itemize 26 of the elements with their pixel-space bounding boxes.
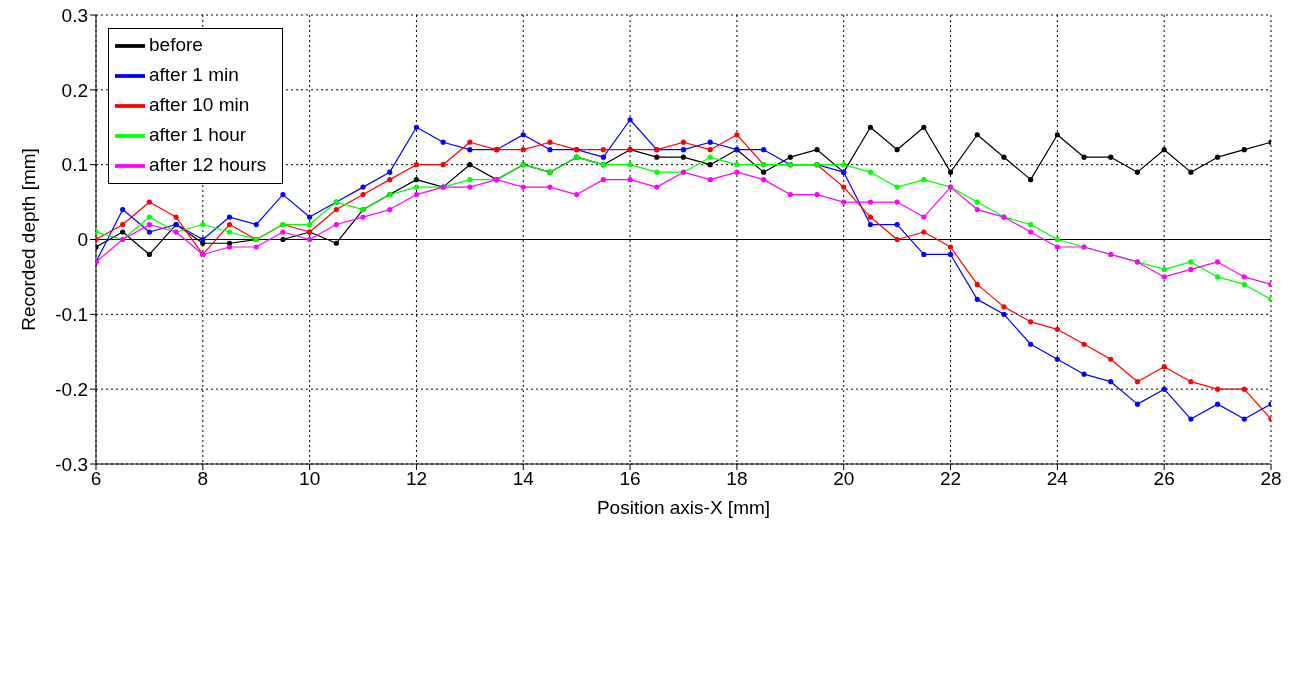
x-tick-label: 22 — [939, 468, 962, 490]
x-tick-label: 18 — [726, 468, 748, 490]
x-tick-label: 8 — [197, 468, 209, 490]
x-axis-title: Position axis-X [mm] — [596, 497, 771, 518]
y-axis-title: Recorded depth [mm] — [17, 148, 39, 331]
y-tick-label: 0.3 — [61, 4, 88, 26]
y-tick-label: 0.2 — [61, 79, 88, 101]
x-tick-label: 14 — [512, 468, 535, 490]
x-tick-label: 16 — [619, 468, 641, 490]
x-tick-label: 12 — [405, 468, 428, 490]
y-tick-label: 0.1 — [61, 154, 88, 176]
legend-label: after 1 hour — [149, 124, 247, 146]
y-tick-label: -0.1 — [55, 304, 88, 326]
x-tick-label: 24 — [1046, 468, 1069, 490]
y-tick-label: -0.2 — [55, 378, 88, 400]
legend-label: after 12 hours — [149, 154, 267, 176]
y-tick-label: 0 — [77, 229, 88, 251]
legend-label: before — [149, 34, 203, 56]
x-tick-label: 6 — [90, 468, 102, 490]
legend-label: after 1 min — [149, 64, 239, 86]
x-tick-label: 20 — [833, 468, 855, 490]
y-tick-label: -0.3 — [55, 453, 88, 475]
x-tick-label: 10 — [299, 468, 321, 490]
legend-label: after 10 min — [149, 94, 250, 116]
x-tick-label: 28 — [1260, 468, 1282, 490]
x-tick-label: 26 — [1153, 468, 1175, 490]
